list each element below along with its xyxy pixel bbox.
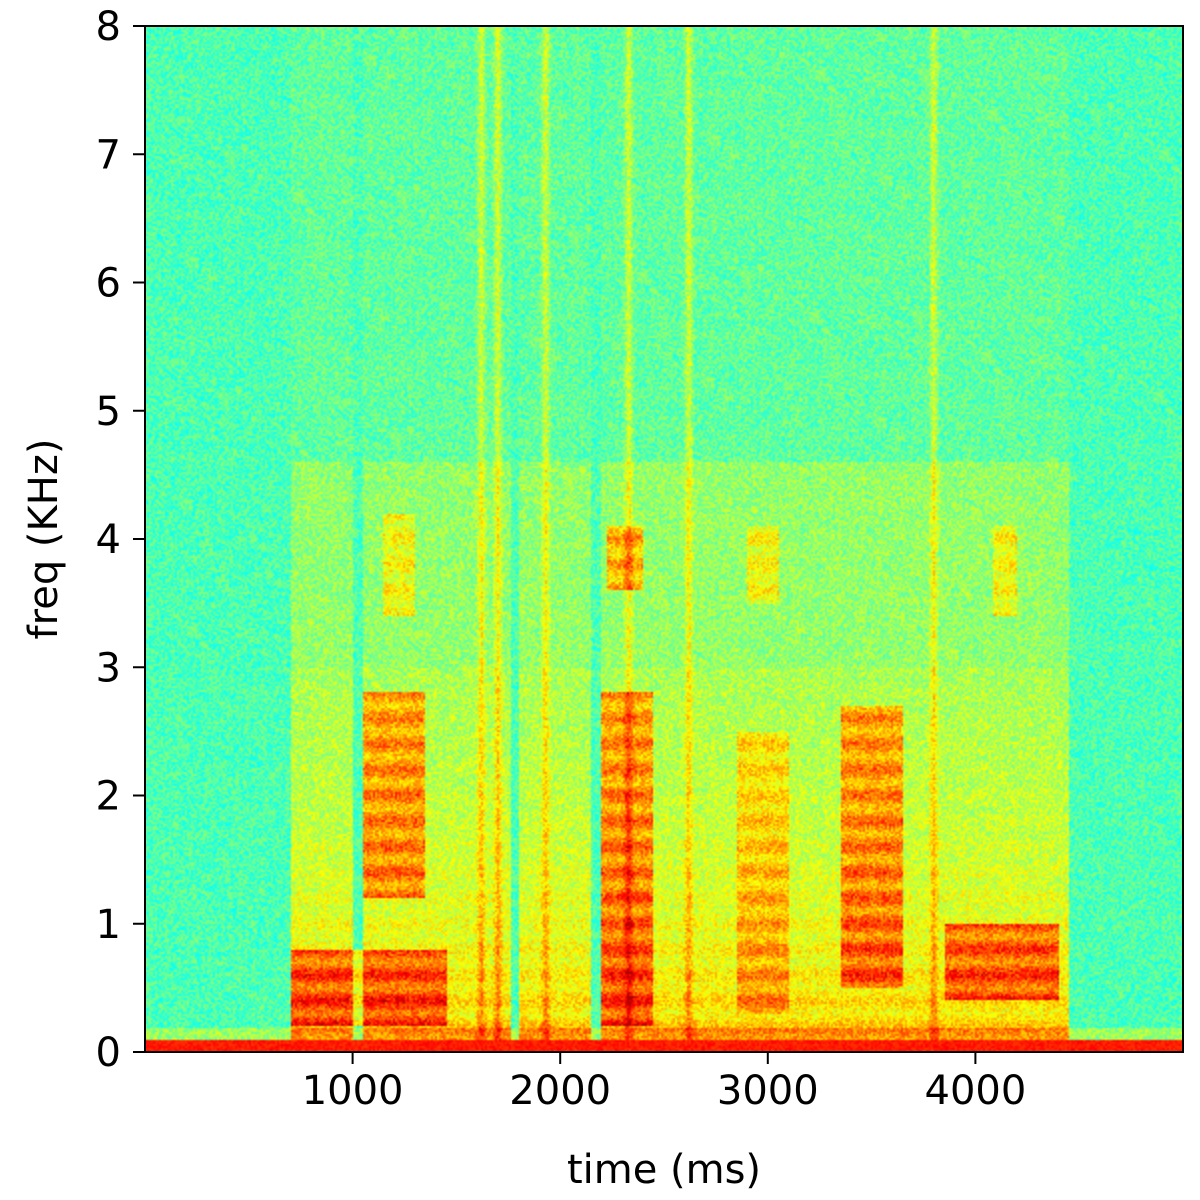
x-tick-label: 2000 bbox=[509, 1068, 611, 1114]
y-tick-label: 0 bbox=[96, 1030, 121, 1076]
y-tick-label: 2 bbox=[96, 774, 121, 820]
y-tick-label: 6 bbox=[96, 261, 121, 307]
y-tick-label: 7 bbox=[96, 132, 121, 178]
spectrogram-heatmap-image bbox=[145, 26, 1183, 1052]
y-tick-label: 5 bbox=[96, 389, 121, 435]
x-tick-label: 1000 bbox=[302, 1068, 404, 1114]
y-axis-ticks: 0 1 2 3 4 5 6 7 8 bbox=[96, 4, 145, 1076]
x-tick-label: 4000 bbox=[925, 1068, 1027, 1114]
spectrogram-plot-area bbox=[145, 26, 1183, 1052]
x-tick-label: 3000 bbox=[717, 1068, 819, 1114]
x-axis-label: time (ms) bbox=[567, 1147, 761, 1193]
x-axis-ticks: 1000 2000 3000 4000 bbox=[302, 1052, 1027, 1114]
y-tick-label: 8 bbox=[96, 4, 121, 50]
y-tick-label: 3 bbox=[96, 645, 121, 691]
y-tick-label: 4 bbox=[96, 517, 121, 563]
y-axis-label: freq (KHz) bbox=[21, 439, 67, 640]
y-tick-label: 1 bbox=[96, 902, 121, 948]
